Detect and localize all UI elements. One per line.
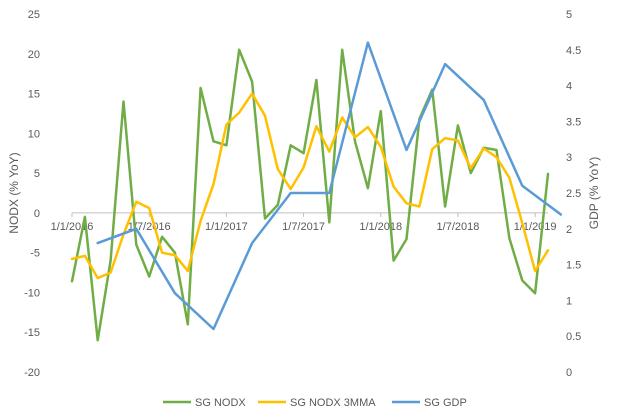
left-tick-label: 25 xyxy=(28,9,40,21)
legend-label-sg-gdp: SG GDP xyxy=(424,397,467,409)
right-tick-label: 5 xyxy=(566,9,572,21)
right-tick-label: 2.5 xyxy=(566,188,581,200)
left-tick-label: 15 xyxy=(28,89,40,101)
right-tick-label: 1.5 xyxy=(566,260,581,272)
left-tick-label: -15 xyxy=(24,327,40,339)
right-tick-label: 3.5 xyxy=(566,116,581,128)
left-tick-label: -10 xyxy=(24,287,40,299)
x-tick-label: 1/7/2016 xyxy=(128,221,171,233)
right-tick-label: 2 xyxy=(566,224,572,236)
legend-label-sg-nodx-3mma: SG NODX 3MMA xyxy=(290,397,376,409)
right-tick-label: 1 xyxy=(566,295,572,307)
left-axis-ticks: -20 -15 -10 -5 0 5 10 15 20 25 xyxy=(24,9,40,379)
series-line-sg-nodx-3mma xyxy=(70,92,550,280)
x-tick-label: 1/1/2017 xyxy=(205,221,248,233)
left-tick-label: 5 xyxy=(34,168,40,180)
left-tick-label: -5 xyxy=(30,248,40,260)
right-tick-label: 4.5 xyxy=(566,45,581,57)
x-tick-label: 1/7/2018 xyxy=(437,221,480,233)
left-tick-label: 0 xyxy=(34,208,40,220)
right-tick-label: 3 xyxy=(566,152,572,164)
right-tick-label: 0.5 xyxy=(566,331,581,343)
left-tick-label: -20 xyxy=(24,367,40,379)
series-line-sg-gdp xyxy=(96,41,563,331)
x-tick-label: 1/1/2018 xyxy=(359,221,402,233)
legend: SG NODX SG NODX 3MMA SG GDP xyxy=(163,397,467,409)
legend-label-sg-nodx: SG NODX xyxy=(195,397,246,409)
right-axis-title: GDP (% YoY) xyxy=(587,157,601,229)
left-tick-label: 10 xyxy=(28,128,40,140)
x-tick-label: 1/7/2017 xyxy=(282,221,325,233)
x-tick-label: 1/1/2019 xyxy=(514,221,557,233)
left-axis-title: NODX (% YoY) xyxy=(7,152,21,233)
left-tick-label: 20 xyxy=(28,49,40,61)
right-axis-ticks: 0 0.5 1 1.5 2 2.5 3 3.5 4 4.5 5 xyxy=(566,9,581,379)
right-tick-label: 0 xyxy=(566,367,572,379)
right-tick-label: 4 xyxy=(566,81,572,93)
series-lines xyxy=(70,41,563,342)
